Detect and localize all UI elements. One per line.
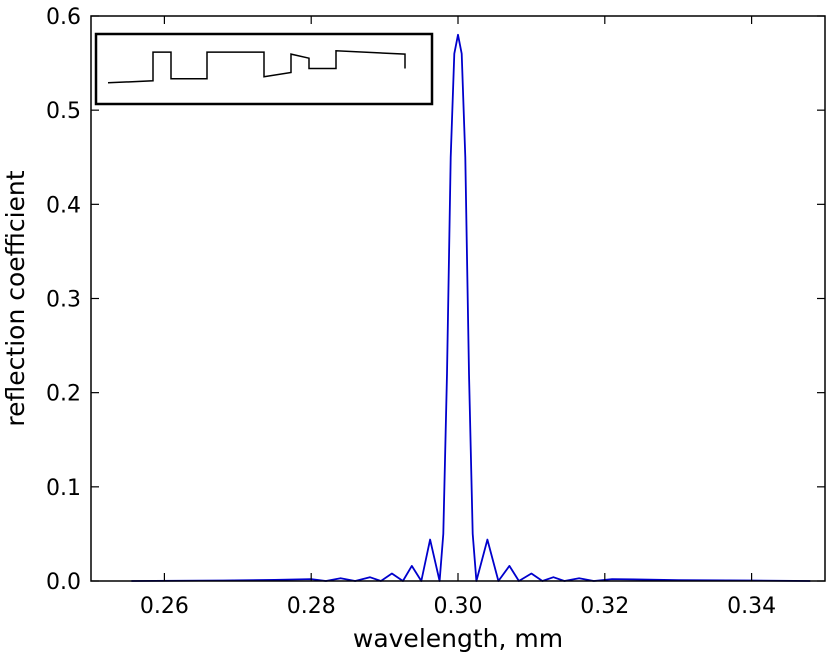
y-tick-label: 0.4 bbox=[46, 193, 81, 218]
x-tick-label: 0.26 bbox=[140, 594, 189, 619]
y-axis-label: reflection coefficient bbox=[1, 170, 30, 426]
y-tick-label: 0.3 bbox=[46, 288, 81, 313]
y-tick-label: 0.1 bbox=[46, 476, 81, 501]
y-tick-label: 0.5 bbox=[46, 99, 81, 124]
x-tick-label: 0.30 bbox=[434, 594, 483, 619]
inset-profile-box bbox=[94, 32, 434, 106]
series-line bbox=[131, 33, 811, 582]
y-tick-label: 0.0 bbox=[46, 570, 81, 595]
x-tick-label: 0.34 bbox=[727, 594, 776, 619]
inset-profile-line bbox=[107, 50, 406, 84]
plot-area bbox=[131, 33, 811, 582]
x-axis-label: wavelength, mm bbox=[353, 624, 563, 653]
x-axis: 0.26 0.28 0.30 0.32 0.34 bbox=[140, 16, 776, 619]
y-tick-label: 0.6 bbox=[46, 5, 81, 30]
x-tick-label: 0.28 bbox=[287, 594, 336, 619]
y-tick-label: 0.2 bbox=[46, 382, 81, 407]
x-tick-label: 0.32 bbox=[580, 594, 629, 619]
y-axis: 0.0 0.1 0.2 0.3 0.4 0.5 0.6 bbox=[46, 5, 825, 595]
